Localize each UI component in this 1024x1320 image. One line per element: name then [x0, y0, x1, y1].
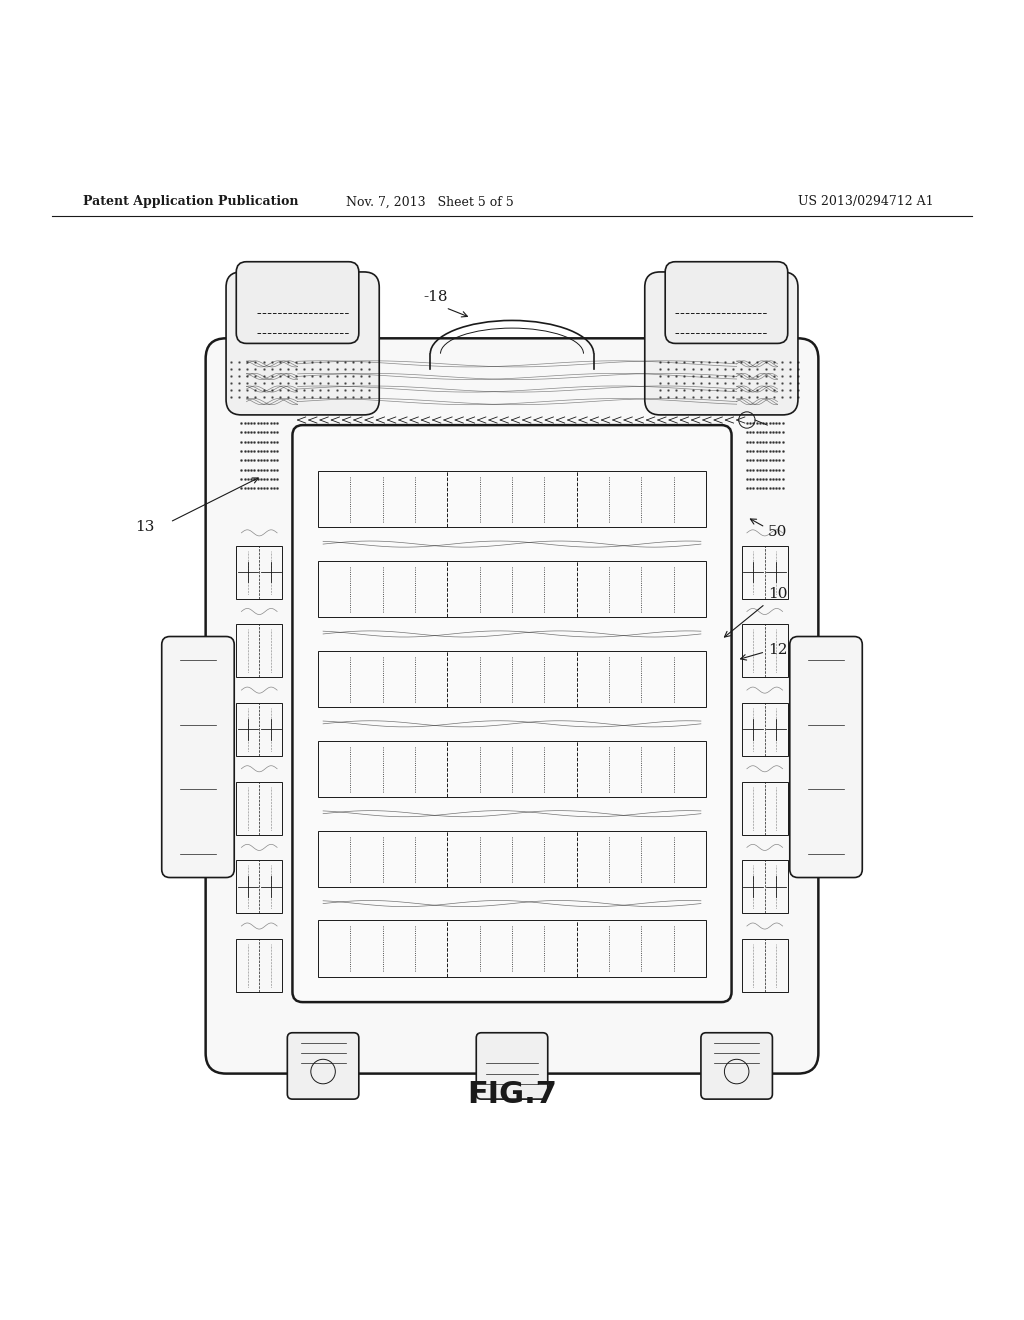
FancyBboxPatch shape: [293, 425, 731, 1002]
Bar: [318, 651, 706, 708]
Text: Patent Application Publication: Patent Application Publication: [83, 195, 299, 209]
FancyBboxPatch shape: [666, 261, 787, 343]
Text: FIG.7: FIG.7: [467, 1080, 557, 1109]
Bar: [741, 624, 787, 677]
Bar: [237, 781, 283, 834]
FancyBboxPatch shape: [206, 338, 818, 1073]
FancyBboxPatch shape: [476, 1032, 548, 1100]
Text: US 2013/0294712 A1: US 2013/0294712 A1: [798, 195, 934, 209]
Bar: [318, 471, 706, 527]
Text: 10: 10: [768, 586, 787, 601]
Bar: [237, 939, 283, 991]
Text: -18: -18: [423, 290, 447, 305]
Bar: [741, 861, 787, 913]
FancyBboxPatch shape: [645, 272, 798, 414]
Bar: [741, 545, 787, 599]
FancyBboxPatch shape: [700, 1032, 772, 1100]
Bar: [318, 561, 706, 618]
Bar: [741, 781, 787, 834]
FancyBboxPatch shape: [162, 636, 234, 878]
FancyBboxPatch shape: [226, 272, 379, 414]
FancyBboxPatch shape: [237, 261, 358, 343]
Bar: [237, 702, 283, 756]
Bar: [237, 861, 283, 913]
Bar: [237, 624, 283, 677]
Bar: [318, 920, 706, 977]
Bar: [741, 702, 787, 756]
Bar: [318, 830, 706, 887]
FancyBboxPatch shape: [288, 1032, 358, 1100]
Bar: [741, 939, 787, 991]
FancyBboxPatch shape: [790, 636, 862, 878]
Text: 13: 13: [135, 520, 154, 535]
Bar: [237, 545, 283, 599]
Text: 50: 50: [768, 525, 787, 540]
Text: Nov. 7, 2013   Sheet 5 of 5: Nov. 7, 2013 Sheet 5 of 5: [346, 195, 514, 209]
Text: 12: 12: [768, 643, 787, 657]
Bar: [318, 741, 706, 797]
